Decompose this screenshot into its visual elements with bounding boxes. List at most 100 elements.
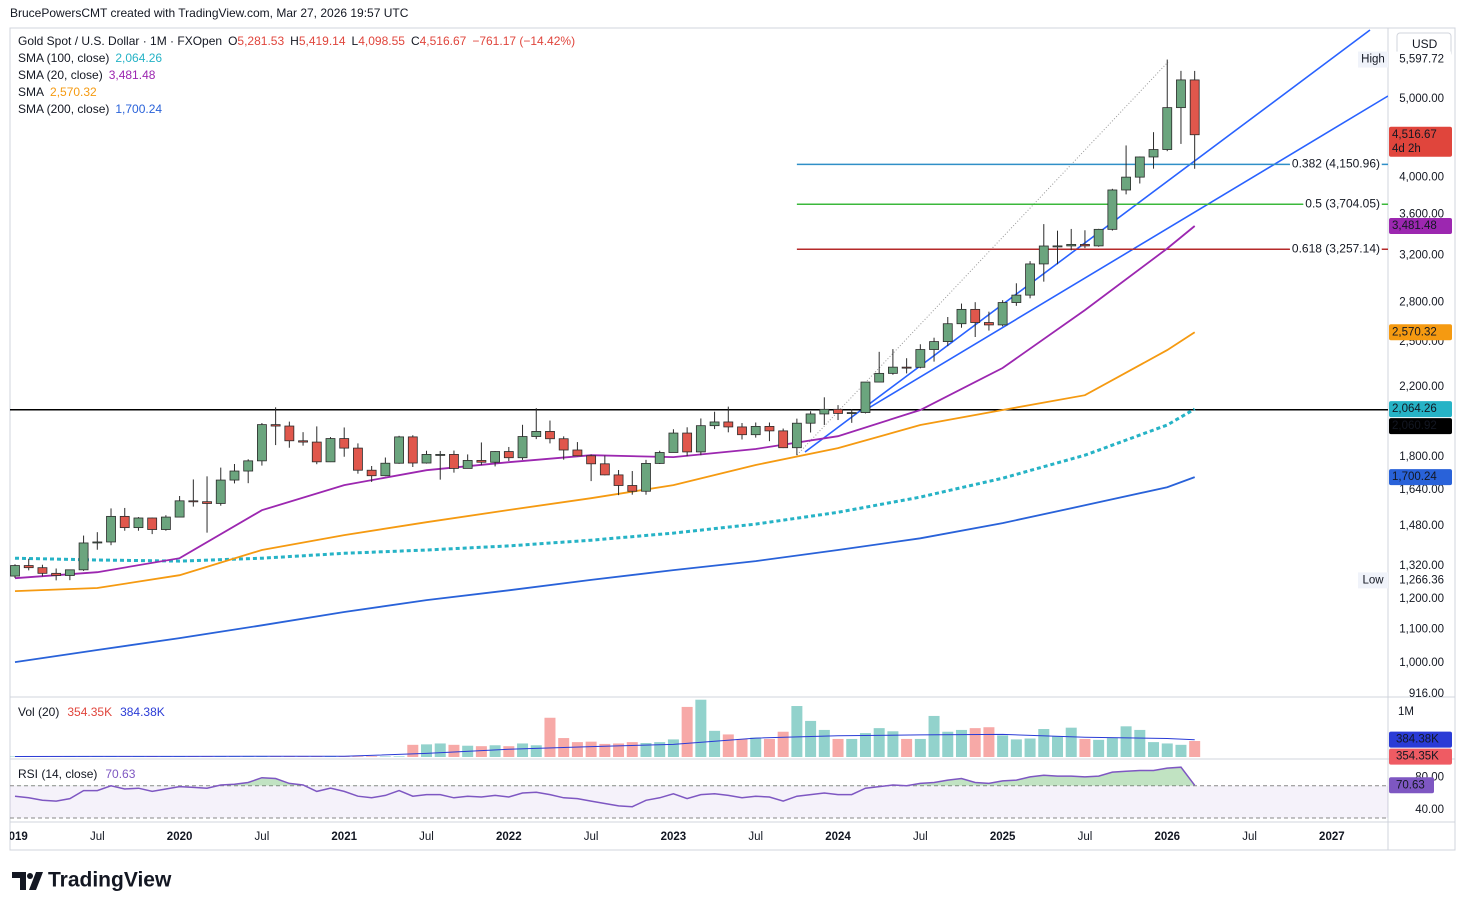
ohlc-value: 5,419.14	[299, 34, 346, 48]
candle-body	[723, 421, 734, 428]
fib-label: 0.382 (4,150.96)	[1292, 157, 1380, 171]
candle-body	[257, 424, 267, 462]
volume-bar	[873, 728, 885, 757]
volume-bar	[1065, 727, 1077, 757]
volume-bar	[928, 715, 940, 757]
y-tick-label: 1,480.00	[1399, 520, 1444, 532]
volume-bar	[667, 739, 679, 757]
x-tick-label: Jul	[419, 831, 434, 843]
candle-body	[942, 323, 953, 342]
low-value-box	[1389, 572, 1451, 589]
volume-bar	[1024, 738, 1036, 757]
ohlc-key: O	[228, 34, 237, 48]
volume-tick-label: 1M	[1398, 706, 1414, 718]
axis-tag	[1389, 217, 1452, 234]
fib-label: 0.5 (3,704.05)	[1305, 196, 1380, 210]
candle-body	[174, 500, 185, 518]
x-tick-label: 2026	[1154, 831, 1180, 843]
rsi-overbought-fill	[15, 767, 1195, 786]
candle-body	[366, 469, 377, 477]
sma-name: SMA (100, close)	[18, 51, 109, 65]
candle-body	[901, 366, 912, 369]
candle-body	[682, 432, 693, 453]
y-tick-label: 2,200.00	[1399, 381, 1444, 393]
candle-body	[1189, 79, 1200, 136]
candle-body	[270, 424, 281, 427]
credit: BrucePowersCMT created with TradingView.…	[10, 6, 409, 20]
volume-bar	[901, 738, 913, 757]
volume-bar	[613, 743, 625, 757]
volume-ma	[14, 733, 1195, 757]
rsi-band	[10, 785, 1388, 818]
volume-bar	[914, 738, 926, 757]
axis-tag-label: 4d 2h	[1392, 143, 1421, 155]
candle-body	[106, 515, 116, 543]
candle-body	[449, 454, 459, 469]
candle-body	[353, 447, 363, 471]
axis-tag-label: 2,064.26	[1392, 403, 1437, 415]
candle-body	[476, 460, 487, 463]
volume-bar	[997, 735, 1009, 757]
candle-body	[10, 565, 20, 577]
volume-bar	[887, 731, 899, 757]
volume-bar	[530, 745, 542, 757]
axis-tag	[1389, 401, 1452, 418]
high-label: High	[1361, 54, 1385, 66]
candle-body	[1080, 244, 1090, 247]
x-tick-label: 2019	[2, 831, 28, 843]
candle-body	[764, 425, 775, 432]
fib-label: 0.618 (3,257.14)	[1292, 241, 1380, 255]
candle-body	[202, 501, 212, 504]
x-tick-label: Jul	[748, 831, 763, 843]
volume-bar	[1079, 738, 1091, 757]
candle-body	[1011, 294, 1022, 303]
candle-body	[1121, 176, 1131, 191]
candle-body	[586, 455, 597, 465]
x-tick-label: 2022	[496, 831, 522, 843]
volume-bar	[352, 756, 364, 757]
candle-body	[1107, 189, 1118, 230]
volume-bar	[1189, 741, 1201, 757]
candle-body	[984, 322, 994, 326]
candle-body	[23, 565, 34, 569]
candle-body	[572, 449, 583, 457]
candle-body	[1134, 156, 1145, 178]
x-tick-label: 2025	[990, 831, 1016, 843]
volume-bar	[942, 731, 954, 757]
candle-body	[1093, 228, 1104, 247]
y-tick-label: 3,600.00	[1399, 208, 1444, 220]
volume-bar	[1161, 743, 1173, 757]
candle-body	[503, 451, 514, 459]
candle-body	[51, 572, 62, 576]
candle-body	[394, 436, 404, 464]
volume-bar	[475, 746, 487, 757]
change: −761.17 (−14.42%)	[472, 34, 575, 48]
y-tick-label: 1,100.00	[1399, 624, 1444, 636]
symbol: Gold Spot / U.S. Dollar · 1M · FXOpen	[18, 34, 222, 48]
candle-body	[641, 463, 651, 492]
y-tick-label: 2,800.00	[1399, 296, 1444, 308]
volume-bar	[393, 756, 405, 757]
axis-tags: 4,516.67 4d 2h 3,481.48 2,570.32 2,064.26 2,0…	[1389, 126, 1452, 794]
volume-bar	[736, 738, 748, 757]
candle-body	[133, 517, 144, 529]
candle-body	[750, 425, 761, 436]
candle-body	[462, 460, 473, 469]
candle-body	[243, 460, 254, 472]
candle-body	[339, 438, 350, 449]
x-tick-label: Jul	[1078, 831, 1093, 843]
low-value: 1,266.36	[1399, 574, 1444, 586]
volume-bar	[969, 728, 981, 757]
volume-bar	[695, 699, 707, 757]
volume-bar	[1175, 744, 1187, 757]
volume-bar	[777, 731, 789, 757]
candle-body	[1038, 245, 1049, 265]
volume-bar	[750, 737, 762, 757]
candle-body	[997, 302, 1008, 326]
high-label-box	[1358, 51, 1388, 68]
candle-body	[78, 542, 89, 571]
candle-body	[805, 413, 816, 424]
volume-bar	[1052, 736, 1064, 757]
volume-bar	[379, 756, 391, 757]
candle-body	[517, 436, 528, 459]
